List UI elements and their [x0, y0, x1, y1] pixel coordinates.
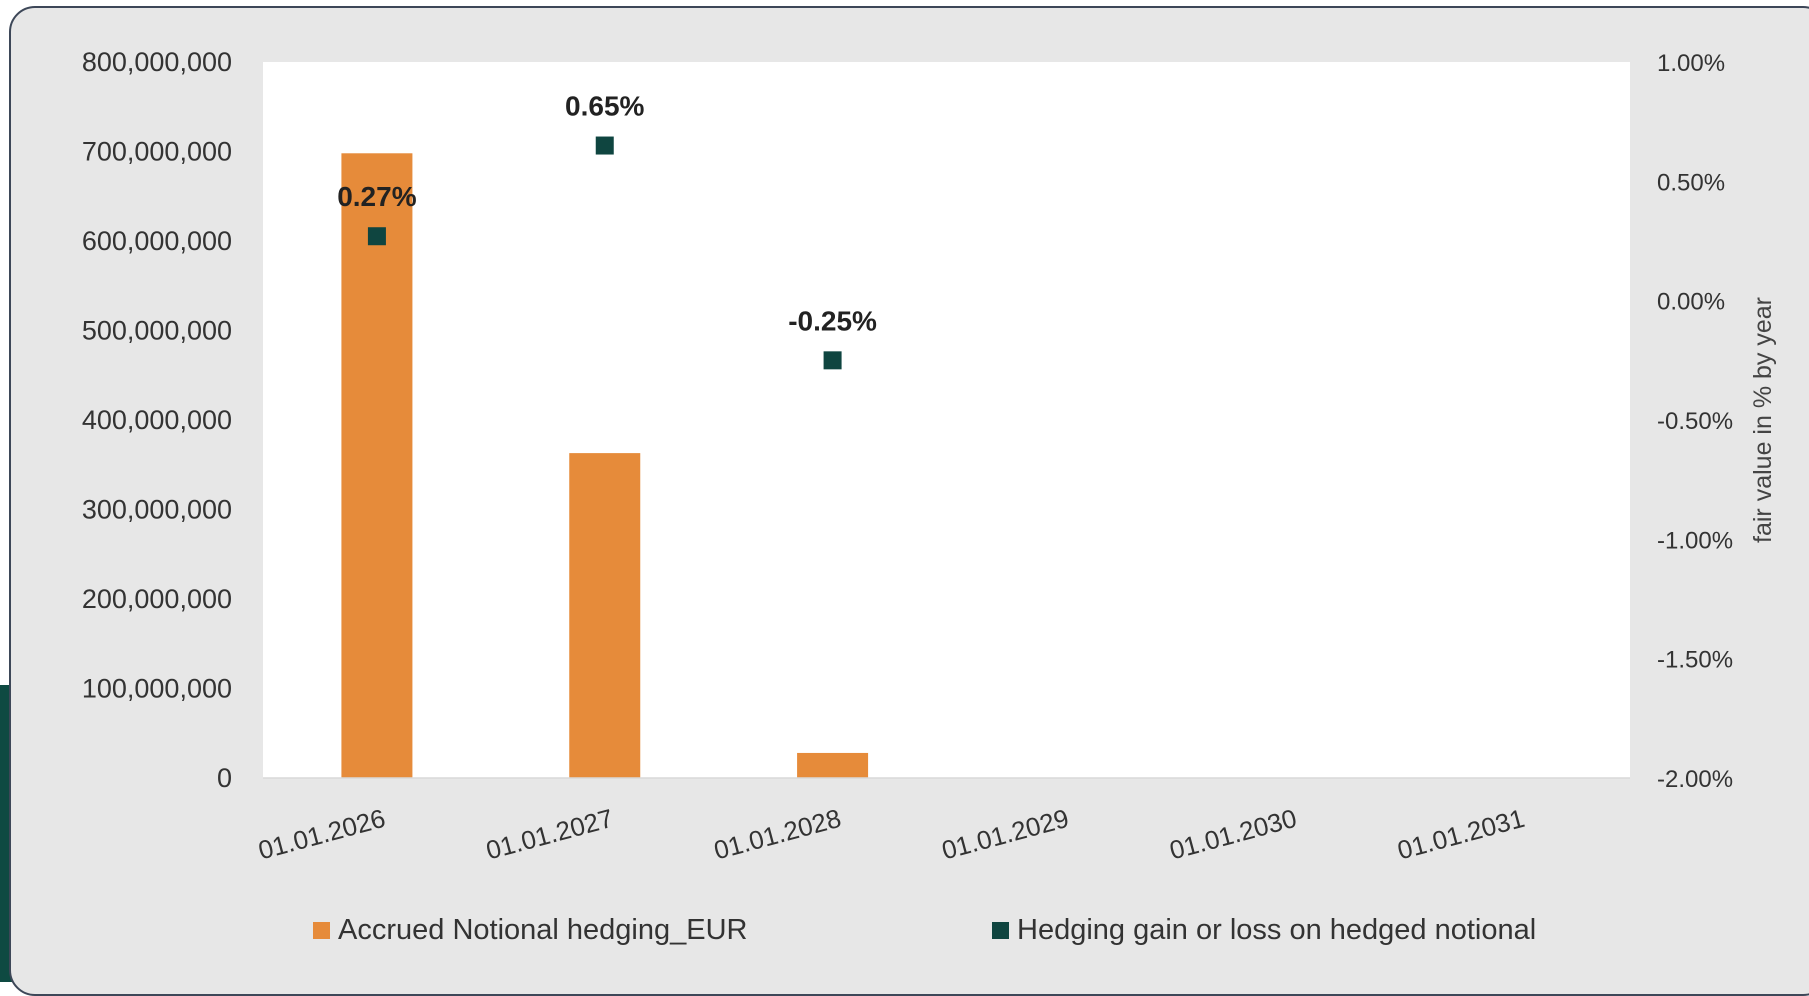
marker — [367, 227, 386, 246]
x-tick-label: 01.01.2031 — [1394, 803, 1527, 866]
legend-label-markers: Hedging gain or loss on hedged notional — [1017, 914, 1537, 946]
bar — [341, 153, 413, 779]
left-axis-ticks: 0 100,000,000 200,000,000 300,000,000 400,00… — [82, 47, 232, 793]
legend-swatch-markers — [992, 922, 1009, 939]
y-tick-label: 600,000,000 — [82, 226, 232, 256]
marker — [823, 351, 842, 370]
x-tick-label: 01.01.2027 — [483, 803, 616, 866]
legend-label-bars: Accrued Notional hedging_EUR — [338, 914, 748, 946]
y2-tick-label: 1.00% — [1657, 50, 1725, 77]
y-tick-label: 500,000,000 — [82, 316, 232, 346]
y-tick-label: 700,000,000 — [82, 137, 232, 167]
bar — [797, 752, 869, 778]
y-tick-label: 0 — [217, 763, 232, 793]
right-axis-ticks: -2.00% -1.50% -1.00% -0.50% 0.00% 0.50% 1.00% — [1657, 50, 1733, 793]
legend-item-bars: Accrued Notional hedging_EUR — [313, 914, 747, 947]
y2-tick-label: -1.00% — [1657, 527, 1733, 554]
y2-tick-label: -1.50% — [1657, 647, 1733, 674]
bar-series — [341, 153, 869, 779]
x-axis-ticks: 01.01.2026 01.01.2027 01.01.2028 01.01.2029… — [255, 803, 1528, 866]
y-tick-label: 300,000,000 — [82, 495, 232, 525]
data-label: 0.27% — [337, 181, 416, 212]
x-tick-label: 01.01.2030 — [1166, 803, 1299, 866]
data-label: -0.25% — [788, 305, 877, 336]
y-tick-label: 100,000,000 — [82, 674, 232, 704]
plot-area — [263, 62, 1630, 778]
y-tick-label: 800,000,000 — [82, 47, 232, 77]
right-axis-title: fair value in % by year — [1749, 297, 1777, 543]
bar — [569, 453, 641, 778]
x-tick-label: 01.01.2029 — [938, 803, 1071, 866]
y-tick-label: 400,000,000 — [82, 405, 232, 435]
legend-swatch-bars — [313, 922, 330, 939]
x-tick-label: 01.01.2028 — [711, 803, 844, 866]
y2-tick-label: -2.00% — [1657, 766, 1733, 793]
marker-series: 0.27% 0.65% -0.25% — [337, 91, 877, 370]
y-tick-label: 200,000,000 — [82, 584, 232, 614]
y2-tick-label: 0.00% — [1657, 289, 1725, 316]
legend-item-markers: Hedging gain or loss on hedged notional — [992, 914, 1536, 947]
marker — [595, 136, 614, 155]
y2-tick-label: 0.50% — [1657, 169, 1725, 196]
data-label: 0.65% — [565, 91, 644, 122]
y2-tick-label: -0.50% — [1657, 408, 1733, 435]
x-tick-label: 01.01.2026 — [255, 803, 388, 866]
